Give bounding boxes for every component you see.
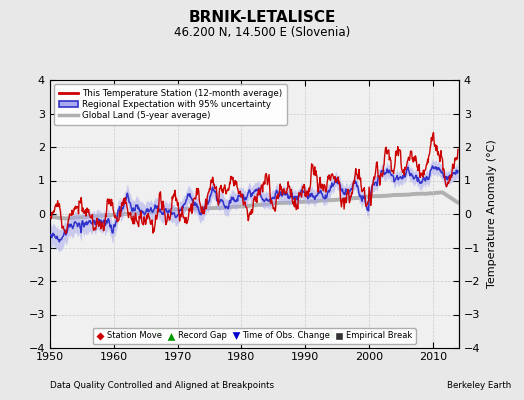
- Legend: Station Move, Record Gap, Time of Obs. Change, Empirical Break: Station Move, Record Gap, Time of Obs. C…: [93, 328, 416, 344]
- Y-axis label: Temperature Anomaly (°C): Temperature Anomaly (°C): [487, 140, 497, 288]
- Text: Berkeley Earth: Berkeley Earth: [446, 381, 511, 390]
- Text: Data Quality Controlled and Aligned at Breakpoints: Data Quality Controlled and Aligned at B…: [50, 381, 274, 390]
- Text: 46.200 N, 14.500 E (Slovenia): 46.200 N, 14.500 E (Slovenia): [174, 26, 350, 39]
- Text: BRNIK-LETALISCE: BRNIK-LETALISCE: [188, 10, 336, 25]
